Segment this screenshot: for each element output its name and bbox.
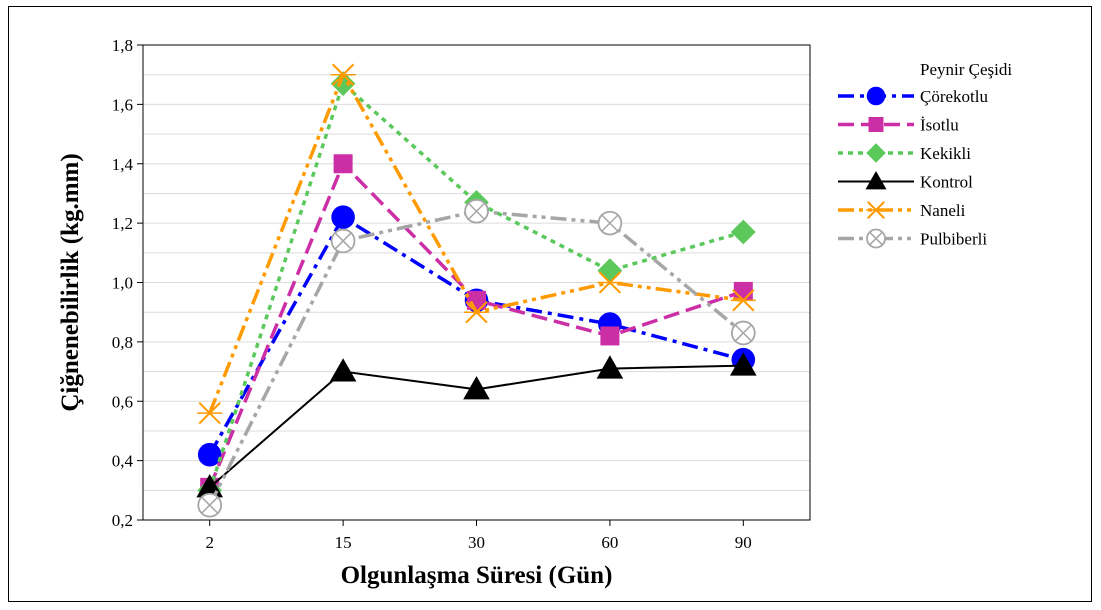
y-tick-label: 0,6 — [112, 392, 133, 411]
data-point — [197, 442, 222, 467]
data-point — [464, 198, 489, 224]
data-point — [865, 171, 887, 190]
y-tick-label: 1,6 — [112, 95, 133, 114]
series-line — [208, 72, 744, 414]
y-tick-label: 0,4 — [112, 452, 134, 471]
data-point — [463, 376, 490, 400]
data-point — [868, 117, 884, 132]
series-4 — [197, 63, 756, 425]
data-point — [730, 352, 757, 376]
legend-label: Çörekotlu — [920, 87, 988, 106]
y-tick-label: 0,2 — [112, 511, 133, 530]
data-point — [331, 205, 355, 229]
x-tick-label: 15 — [335, 533, 352, 552]
data-point — [730, 219, 756, 245]
data-point — [463, 301, 490, 324]
series-2 — [197, 71, 756, 503]
y-axis: 0,2 0,4 0,6 0,8 1,0 1,2 1,4 1,6 1,8 — [112, 36, 143, 530]
x-tick-label: 2 — [205, 533, 214, 552]
data-point — [597, 271, 623, 294]
data-point — [467, 290, 486, 310]
data-point — [600, 326, 620, 346]
x-axis: 2 15 30 60 90 — [205, 520, 752, 552]
series-0 — [197, 205, 756, 467]
data-point — [333, 154, 353, 174]
series-5 — [197, 198, 756, 518]
data-point — [197, 492, 223, 518]
data-point — [330, 71, 356, 96]
legend-label: İsotlu — [920, 116, 959, 135]
x-tick-label: 90 — [735, 533, 752, 552]
x-tick-label: 60 — [601, 533, 618, 552]
data-point — [866, 143, 886, 163]
y-axis-title: Çiğnenebilirlik (kg.mm) — [57, 153, 84, 411]
legend-label: Kontrol — [920, 173, 973, 192]
data-point — [866, 86, 886, 106]
legend-title: Peynir Çeşidi — [920, 60, 1012, 79]
y-tick-label: 0,8 — [112, 333, 133, 352]
data-point — [197, 401, 223, 425]
x-axis-title: Olgunlaşma Süresi (Gün) — [341, 562, 613, 589]
series-line — [208, 81, 744, 491]
data-point — [730, 320, 756, 346]
data-point — [866, 228, 886, 249]
y-tick-label: 1,0 — [112, 274, 133, 293]
data-point — [597, 258, 623, 283]
data-point — [730, 289, 756, 312]
x-tick-label: 30 — [468, 533, 485, 552]
series-lines — [196, 63, 757, 518]
y-tick-label: 1,4 — [112, 155, 134, 174]
legend: Peynir Çeşidi Çörekotlu İsotlu Kekikli Kont… — [838, 60, 1012, 249]
data-point — [597, 210, 623, 236]
y-tick-label: 1,2 — [112, 214, 133, 233]
y-tick-label: 1,8 — [112, 36, 133, 55]
data-point — [596, 355, 624, 379]
data-point — [330, 228, 356, 254]
data-point — [330, 63, 356, 86]
legend-label: Pulbiberli — [920, 230, 987, 249]
chart-frame — [8, 6, 1092, 602]
data-point — [866, 201, 886, 219]
grid-lines — [143, 74, 810, 491]
series-3 — [196, 352, 757, 498]
data-point — [329, 358, 357, 382]
legend-label: Kekikli — [920, 144, 971, 163]
legend-label: Naneli — [920, 201, 966, 220]
